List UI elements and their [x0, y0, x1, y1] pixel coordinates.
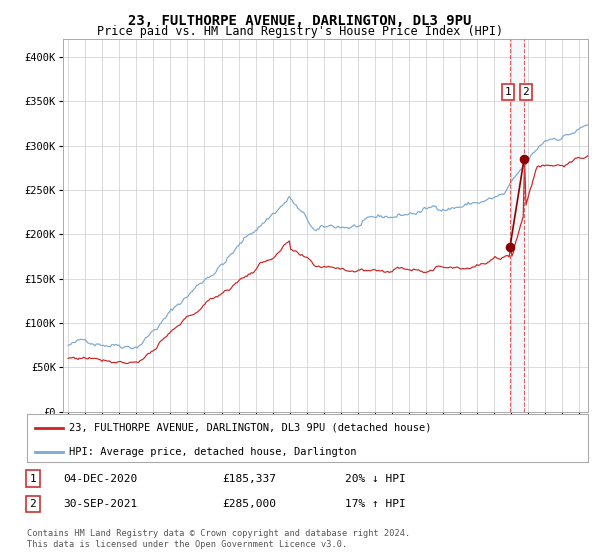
Point — [519, 155, 529, 164]
Text: 30-SEP-2021: 30-SEP-2021 — [63, 499, 137, 509]
Text: 20% ↓ HPI: 20% ↓ HPI — [345, 474, 406, 484]
Text: HPI: Average price, detached house, Darlington: HPI: Average price, detached house, Darl… — [69, 446, 356, 456]
Text: £185,337: £185,337 — [222, 474, 276, 484]
Point — [505, 243, 515, 252]
Text: 2: 2 — [29, 499, 37, 509]
Text: 04-DEC-2020: 04-DEC-2020 — [63, 474, 137, 484]
Text: 1: 1 — [505, 87, 512, 97]
Text: Price paid vs. HM Land Registry's House Price Index (HPI): Price paid vs. HM Land Registry's House … — [97, 25, 503, 38]
Text: 1: 1 — [29, 474, 37, 484]
Text: 2: 2 — [523, 87, 529, 97]
Text: 17% ↑ HPI: 17% ↑ HPI — [345, 499, 406, 509]
Text: 23, FULTHORPE AVENUE, DARLINGTON, DL3 9PU (detached house): 23, FULTHORPE AVENUE, DARLINGTON, DL3 9P… — [69, 423, 431, 433]
Text: Contains HM Land Registry data © Crown copyright and database right 2024.
This d: Contains HM Land Registry data © Crown c… — [27, 529, 410, 549]
Bar — [510, 39, 524, 412]
Text: £285,000: £285,000 — [222, 499, 276, 509]
Text: 23, FULTHORPE AVENUE, DARLINGTON, DL3 9PU: 23, FULTHORPE AVENUE, DARLINGTON, DL3 9P… — [128, 14, 472, 28]
